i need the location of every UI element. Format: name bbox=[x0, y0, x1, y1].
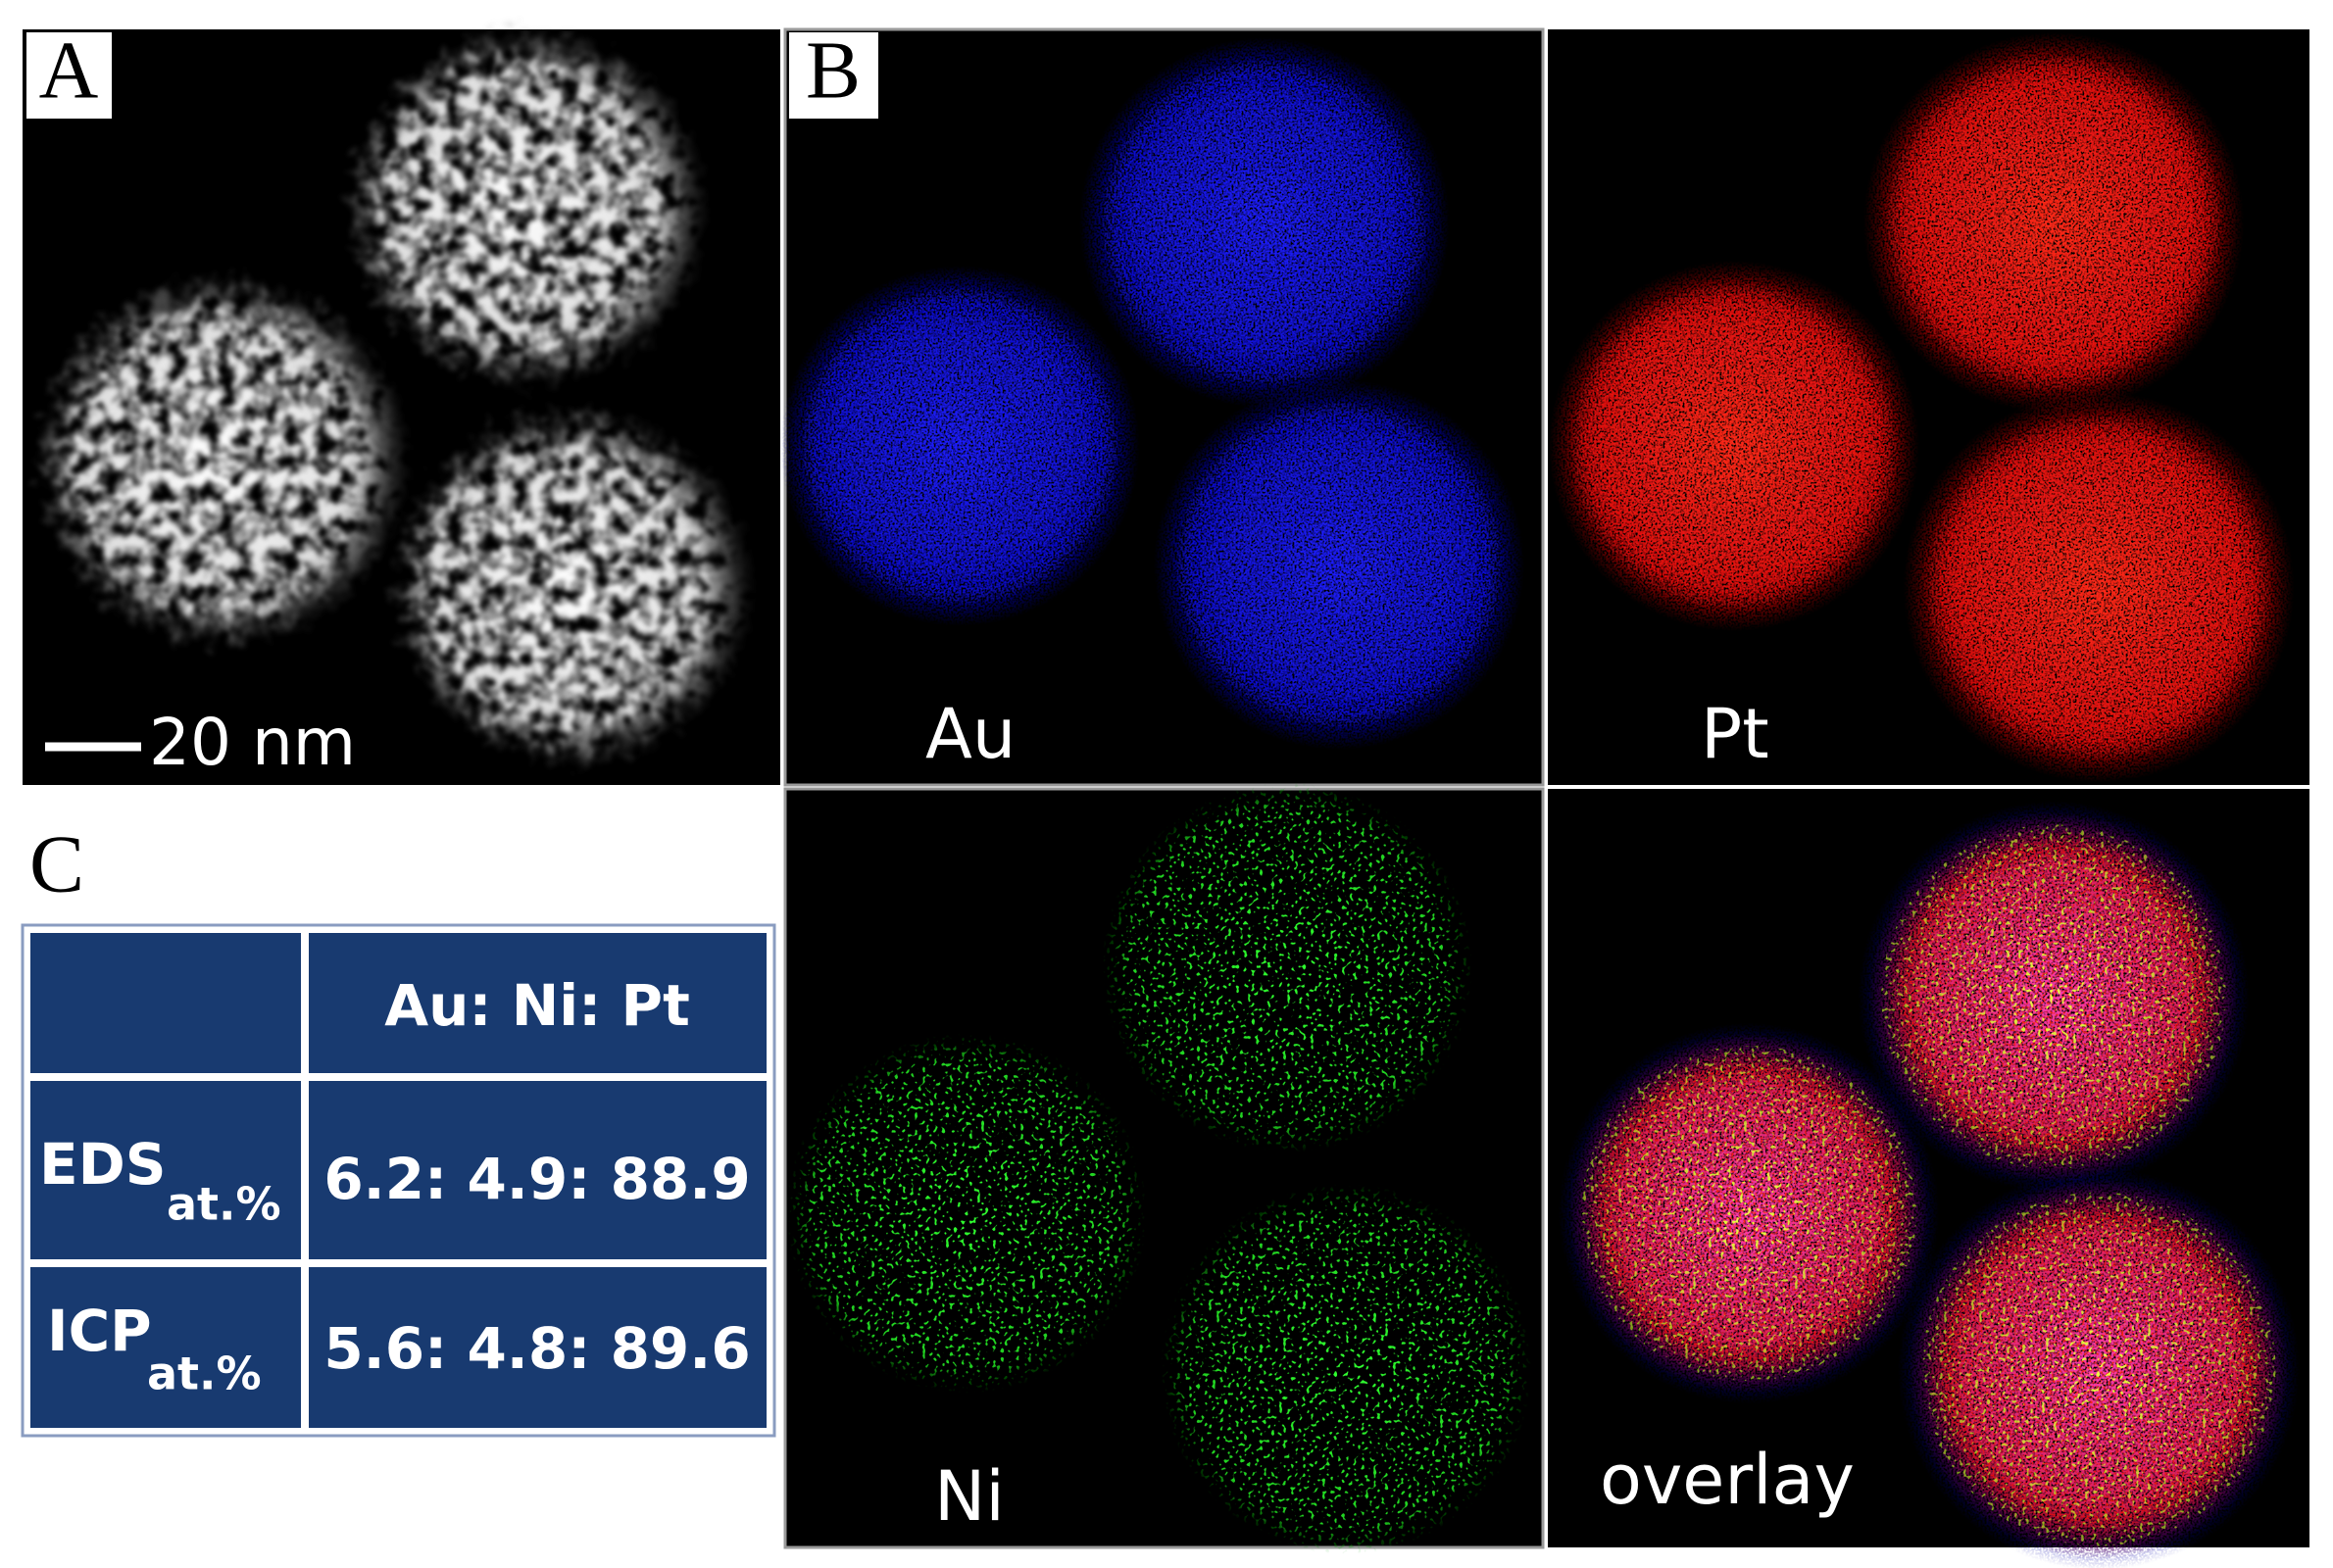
particle bbox=[1881, 50, 2226, 395]
map-label: Pt bbox=[1701, 694, 1769, 774]
particle bbox=[347, 26, 710, 389]
overlay-map bbox=[1548, 789, 2309, 1568]
panel-label: B bbox=[806, 24, 861, 116]
panel-label: C bbox=[29, 818, 84, 909]
cell bbox=[30, 1267, 301, 1428]
map-label: Au bbox=[925, 694, 1016, 774]
map-label: Ni bbox=[934, 1456, 1005, 1537]
map-label: overlay bbox=[1600, 1440, 1855, 1520]
ratio: 6.2: 4.9: 88.9 bbox=[323, 1146, 750, 1212]
particle bbox=[786, 1033, 1147, 1394]
ratio: 5.6: 4.8: 89.6 bbox=[323, 1315, 750, 1382]
particle bbox=[392, 406, 755, 768]
particle bbox=[1921, 1192, 2276, 1546]
particle bbox=[1881, 824, 2226, 1169]
cell bbox=[30, 1081, 301, 1259]
particle bbox=[35, 272, 412, 649]
panel-label: A bbox=[39, 24, 99, 116]
particle bbox=[1566, 278, 1902, 613]
particle-layer bbox=[35, 26, 755, 768]
pt-map bbox=[1548, 29, 2309, 785]
particle-layer bbox=[1566, 50, 2276, 764]
panel-a bbox=[23, 26, 780, 785]
au-map bbox=[779, 27, 1545, 787]
particle bbox=[805, 291, 1115, 601]
particle bbox=[1581, 1046, 1916, 1381]
cell bbox=[309, 1081, 767, 1259]
cell bbox=[309, 933, 767, 1073]
particle-layer bbox=[1581, 824, 2276, 1546]
row-name: EDS bbox=[39, 1131, 167, 1198]
composition-table: Au: Ni: Pt EDS at.% 6.2: 4.9: 88.9 ICP a… bbox=[21, 923, 776, 1438]
label-box bbox=[26, 32, 112, 119]
row-name: ICP bbox=[47, 1298, 152, 1364]
particle-layer bbox=[805, 64, 1498, 723]
particle bbox=[1921, 410, 2276, 764]
scale-label: 20 nm bbox=[149, 705, 356, 780]
cell bbox=[309, 1267, 767, 1428]
cell bbox=[30, 933, 301, 1073]
particle bbox=[1180, 406, 1498, 723]
particle bbox=[1102, 782, 1472, 1152]
row-subscript: at.% bbox=[147, 1348, 262, 1400]
column-header: Au: Ni: Pt bbox=[384, 972, 690, 1039]
row-subscript: at.% bbox=[167, 1178, 281, 1231]
ni-map bbox=[783, 782, 1545, 1554]
particle bbox=[1106, 64, 1423, 381]
label-box bbox=[789, 32, 878, 119]
particle-layer bbox=[786, 782, 1531, 1554]
particle bbox=[1161, 1184, 1531, 1554]
